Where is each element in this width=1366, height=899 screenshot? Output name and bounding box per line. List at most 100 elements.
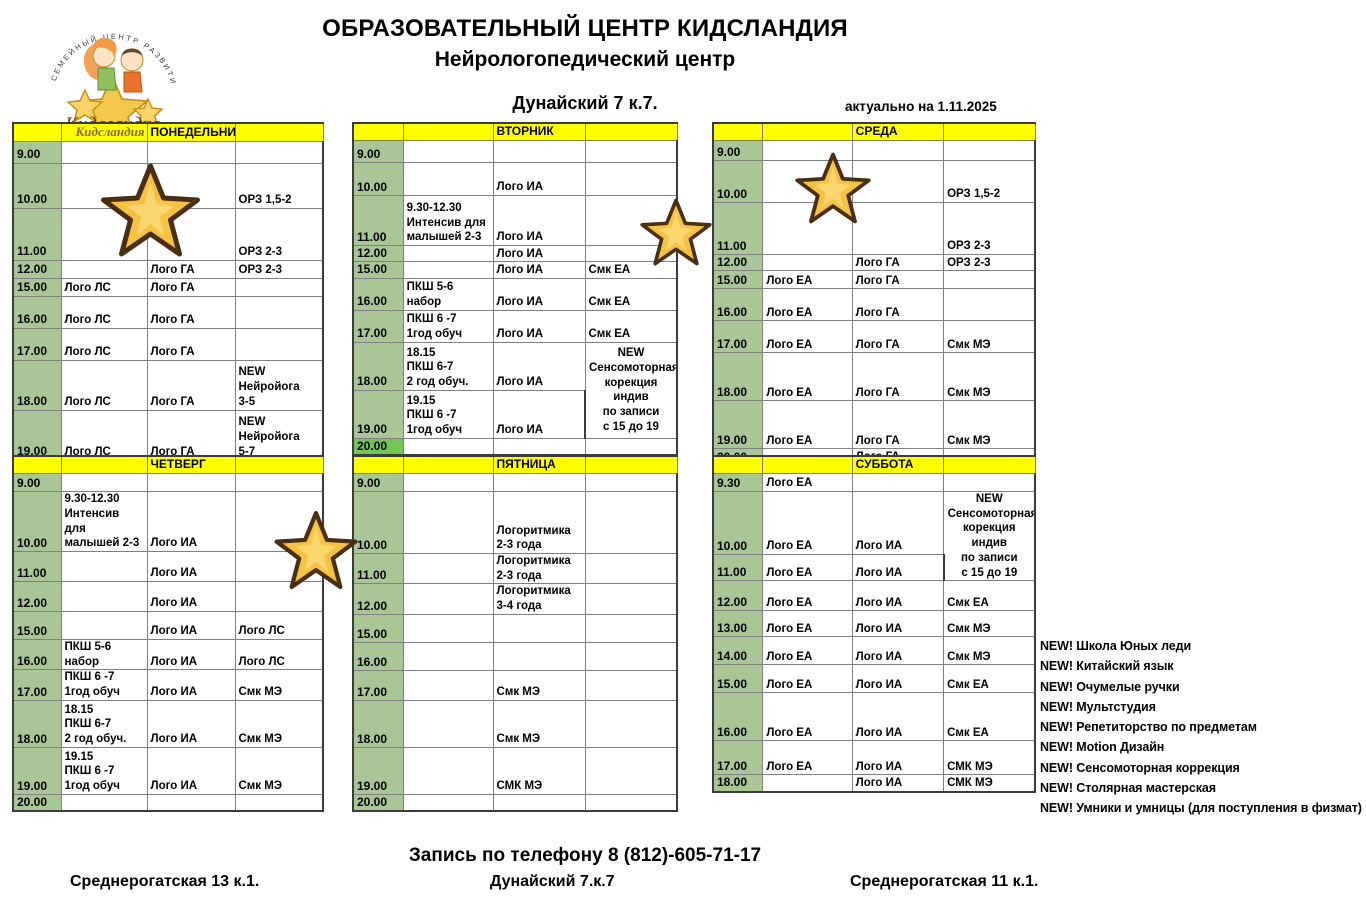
time-cell: 15.00	[351, 613, 404, 643]
table-row: 18.00 Лого ЛС Лого ГА NEW Нейройога 3-5	[12, 359, 324, 411]
schedule-cell	[402, 162, 494, 196]
schedule-cell: Лого ЛС	[60, 295, 148, 329]
schedule-cell	[584, 244, 678, 263]
merged-note-cell: NEW Сенсомоторная корекция индив по запи…	[943, 490, 1037, 582]
schedule-cell	[60, 473, 148, 492]
schedule-cell: СМК МЭ	[492, 746, 586, 795]
schedule-cell: Лого ИА	[146, 551, 236, 582]
brand-cell: Кидсландия	[60, 121, 148, 142]
time-cell: 17.00	[12, 327, 62, 361]
schedule-cell	[584, 140, 678, 163]
time-cell: 12.00	[351, 583, 404, 615]
time-cell: 18.00	[712, 774, 764, 793]
schedule-cell	[234, 473, 324, 492]
table-header-cell	[351, 455, 404, 474]
day-name-header: ПЯТНИЦА	[492, 455, 586, 474]
schedule-cell: Лого ИА	[851, 692, 945, 742]
table-row: 20.00	[351, 437, 678, 457]
schedule-cell	[402, 140, 494, 163]
schedule-cell: ОРЗ 2-3	[943, 253, 1037, 272]
time-cell: 12.00	[12, 581, 62, 612]
schedule-cell	[234, 295, 324, 329]
time-cell: 11.00	[12, 207, 62, 261]
schedule-cell: Лого ИА	[492, 195, 586, 246]
schedule-cell	[60, 793, 148, 813]
schedule-cell: Лого ИА	[851, 774, 945, 793]
table-row: 16.00	[351, 641, 678, 671]
schedule-cell: Смк МЭ	[234, 699, 324, 748]
schedule-cell: Лого ЕА	[762, 692, 853, 742]
schedule-cell: Лого ЕА	[762, 664, 853, 694]
schedule-cell	[851, 160, 945, 203]
table-row: 11.00 Лого ИА	[12, 551, 324, 582]
schedule-cell: 18.15 ПКШ 6-7 2 год обуч.	[402, 341, 494, 391]
schedule-cell: ПКШ 6 -7 1год обуч	[60, 669, 148, 701]
table-header-cell	[12, 455, 62, 474]
new-offering-item: NEW! Сенсомоторная коррекция	[1040, 760, 1240, 775]
schedule-cell: Лого ЕА	[762, 580, 853, 612]
time-cell: 15.00	[712, 270, 764, 290]
table-row: 15.00	[351, 613, 678, 643]
table-row: 10.00 ОРЗ 1,5-2	[12, 162, 324, 209]
schedule-cell	[851, 202, 945, 255]
schedule-cell: Лого ИА	[146, 581, 236, 612]
schedule-cell	[492, 473, 586, 492]
table-header-cell	[584, 455, 678, 474]
time-cell: 16.00	[12, 295, 62, 329]
new-offering-item: NEW! Мультстудия	[1040, 699, 1156, 714]
schedule-cell: Смк ЕА	[943, 580, 1037, 612]
schedule-cell	[60, 259, 148, 279]
schedule-cell: Лого ГА	[146, 409, 236, 461]
time-cell: 16.00	[712, 692, 764, 742]
schedule-cell: Логоритмика 2-3 года	[492, 552, 586, 585]
schedule-cell: ОРЗ 1,5-2	[943, 160, 1037, 203]
time-cell: 13.00	[712, 610, 764, 638]
table-row: 17.00 Лого ЛС Лого ГА	[12, 327, 324, 361]
schedule-cell	[402, 699, 494, 748]
new-offerings-list: NEW! Школа Юных леди NEW! Китайский язык N…	[1040, 636, 1362, 818]
table-row: 19.00 19.15 ПКШ 6 -7 1год обуч Лого ИА Смк …	[12, 746, 324, 795]
schedule-cell	[943, 473, 1037, 492]
schedule-cell	[402, 244, 494, 263]
schedule-cell	[584, 793, 678, 813]
branch-address-left: Среднерогатская 13 к.1.	[70, 873, 260, 890]
time-cell: 20.00	[351, 437, 404, 457]
schedule-cell: ОРЗ 2-3	[943, 202, 1037, 255]
schedule-cell: Лого ИА	[146, 699, 236, 748]
time-cell: 15.00	[12, 611, 62, 640]
schedule-cell	[146, 473, 236, 492]
schedule-table-tuesday: ВТОРНИК 9.00 10.00 Лого ИА 11.00 9.30-12.30 И…	[351, 122, 678, 457]
schedule-cell: NEW Нейройога 5-7	[234, 409, 324, 461]
schedule-cell: Смк МЭ	[943, 400, 1037, 450]
schedule-cell	[584, 641, 678, 671]
schedule-cell: 9.30-12.30 Интенсив для малышей 2-3	[60, 491, 148, 552]
time-cell: 18.00	[12, 359, 62, 411]
time-cell: 12.00	[12, 259, 62, 279]
time-cell: 16.00	[351, 277, 404, 311]
time-cell: 12.00	[712, 253, 764, 272]
schedule-cell: Лого ЕА	[762, 270, 853, 290]
day-name-header: ЧЕТВЕРГ	[146, 455, 236, 474]
branch-addresses: Среднерогатская 13 к.1. Дунайский 7.к.7 …	[0, 873, 1366, 897]
time-cell: 17.00	[712, 320, 764, 354]
schedule-cell: Лого ИА	[851, 554, 945, 582]
time-cell: 18.00	[351, 699, 404, 748]
table-row: 10.00 9.30-12.30 Интенсив для малышей 2-3…	[12, 491, 324, 552]
schedule-cell: Лого ЛС	[60, 409, 148, 461]
table-row: 14.00 Лого ЕА Лого ИА Смк МЭ	[712, 636, 1037, 666]
time-cell: 16.00	[12, 638, 62, 671]
time-cell: 16.00	[351, 641, 404, 671]
table-row: 11.00 ОРЗ 2-3	[12, 207, 324, 261]
table-row: 12.00 Лого ЕА Лого ИА Смк ЕА	[712, 580, 1037, 612]
schedule-cell	[60, 611, 148, 640]
table-row: 20.00	[12, 793, 324, 813]
page-title: ОБРАЗОВАТЕЛЬНЫЙ ЦЕНТР КИДСЛАНДИЯ	[322, 15, 848, 42]
table-row: 16.00 Лого ЛС Лого ГА	[12, 295, 324, 329]
schedule-cell: Лого ИА	[492, 341, 586, 391]
table-row: 12.00 Лого ГА ОРЗ 2-3	[12, 259, 324, 279]
time-cell: 10.00	[351, 491, 404, 554]
schedule-cell: Лого ГА	[146, 277, 236, 297]
table-header-row: СУББОТА	[712, 455, 1036, 474]
table-row: 16.00 ПКШ 5-6 набор Лого ИА Лого ЛС	[12, 638, 324, 671]
schedule-cell	[584, 552, 678, 585]
